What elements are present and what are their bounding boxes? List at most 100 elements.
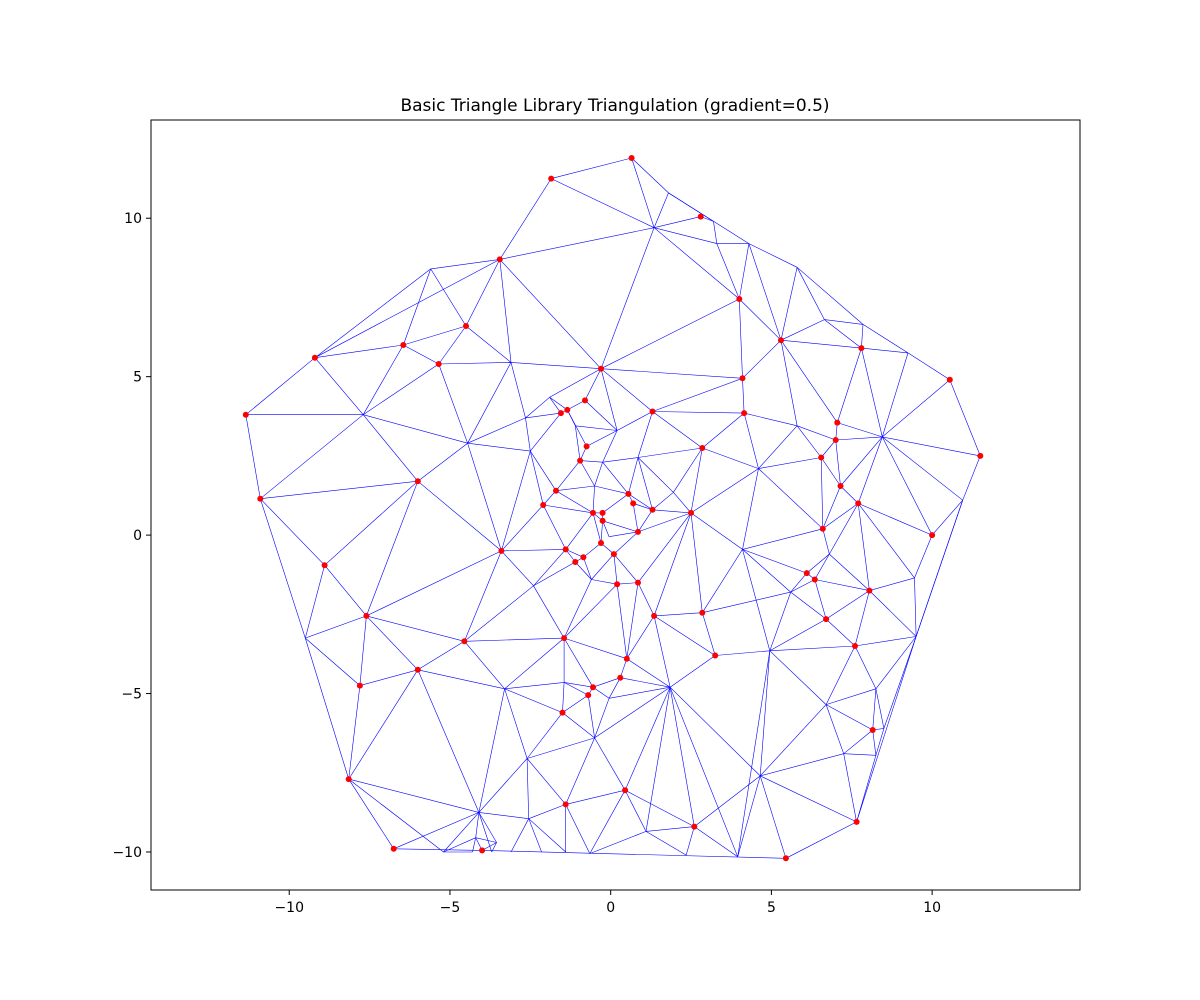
triangle-edge-162 bbox=[702, 447, 759, 469]
triangle-edge-323 bbox=[562, 694, 589, 713]
data-point-48 bbox=[572, 559, 579, 565]
triangle-edge-74 bbox=[359, 669, 418, 686]
triangle-edge-116 bbox=[602, 430, 618, 463]
triangle-edge-79 bbox=[348, 778, 479, 813]
data-point-54 bbox=[866, 587, 873, 594]
triangle-edge-146 bbox=[882, 436, 963, 501]
triangle-edge-93 bbox=[525, 397, 550, 419]
triangle-edge-217 bbox=[690, 512, 703, 613]
triangle-edge-209 bbox=[533, 561, 576, 587]
triangle-edge-52 bbox=[362, 414, 419, 482]
triangle-edge-36 bbox=[499, 259, 512, 363]
triangle-edge-221 bbox=[758, 468, 824, 530]
triangle-edge-82 bbox=[417, 669, 505, 690]
triangle-edge-110 bbox=[530, 412, 562, 452]
triangle-edge-58 bbox=[510, 362, 602, 369]
triangle-edge-204 bbox=[583, 557, 592, 580]
data-point-7 bbox=[778, 337, 784, 344]
triangle-edge-351 bbox=[475, 837, 497, 843]
triangle-edge-292 bbox=[694, 826, 738, 857]
triangle-edge-295 bbox=[645, 826, 695, 832]
data-point-66 bbox=[356, 682, 363, 689]
data-point-23 bbox=[832, 437, 839, 443]
triangle-edge-9 bbox=[482, 850, 786, 859]
triangle-edge-156 bbox=[840, 485, 859, 504]
data-point-8 bbox=[858, 345, 865, 352]
triangle-edge-256 bbox=[826, 688, 876, 705]
data-point-24 bbox=[977, 452, 984, 459]
triangle-edge-288 bbox=[669, 655, 716, 688]
triangle-edge-22 bbox=[551, 178, 655, 228]
triangle-edge-28 bbox=[713, 221, 718, 244]
triangle-edge-356 bbox=[478, 812, 492, 853]
data-point-36 bbox=[590, 509, 596, 516]
triangle-edge-89 bbox=[501, 504, 544, 552]
triangle-edge-222 bbox=[820, 457, 824, 529]
data-point-67 bbox=[590, 684, 596, 691]
triangle-edge-318 bbox=[587, 695, 595, 738]
triangle-edge-233 bbox=[829, 503, 859, 555]
data-point-74 bbox=[853, 818, 860, 825]
triangle-edge-280 bbox=[702, 549, 743, 613]
triangle-edge-165 bbox=[637, 457, 674, 493]
data-point-35 bbox=[649, 506, 656, 513]
data-point-50 bbox=[803, 570, 810, 577]
triangle-edge-124 bbox=[600, 368, 743, 379]
triangle-edge-218 bbox=[690, 512, 743, 550]
data-point-42 bbox=[929, 532, 936, 539]
triangle-edge-273 bbox=[759, 704, 827, 777]
triangle-edge-87 bbox=[501, 550, 534, 587]
chart-title: Basic Triangle Library Triangulation (gr… bbox=[400, 96, 829, 116]
triangle-edge-2 bbox=[314, 259, 500, 358]
data-point-19 bbox=[741, 410, 748, 417]
triangle-edge-55 bbox=[438, 363, 468, 444]
triangle-edge-189 bbox=[602, 520, 639, 533]
data-point-43 bbox=[598, 540, 604, 546]
triangle-edge-294 bbox=[694, 775, 761, 827]
data-point-46 bbox=[610, 551, 617, 558]
triangle-edge-339 bbox=[478, 812, 529, 819]
triangle-edge-330 bbox=[504, 688, 528, 759]
triangle-edge-210 bbox=[533, 585, 565, 639]
x-tick-label-2: 0 bbox=[606, 900, 615, 916]
triangle-edge-332 bbox=[527, 737, 595, 759]
triangle-edge-241 bbox=[829, 553, 870, 591]
triangle-edge-350 bbox=[443, 837, 476, 853]
triangle-edge-40 bbox=[403, 268, 431, 346]
triangle-edge-76 bbox=[366, 615, 465, 642]
triangle-edge-249 bbox=[825, 590, 870, 620]
data-point-52 bbox=[614, 581, 621, 588]
data-point-45 bbox=[562, 546, 569, 553]
data-point-53 bbox=[635, 579, 641, 586]
triangle-edge-308 bbox=[626, 658, 671, 688]
triangle-edge-186 bbox=[652, 509, 692, 514]
data-point-61 bbox=[852, 643, 858, 649]
triangle-edge-267 bbox=[856, 755, 877, 822]
triangle-edge-77 bbox=[366, 550, 502, 617]
data-point-51 bbox=[811, 576, 818, 583]
triangle-edge-281 bbox=[702, 612, 716, 656]
triangle-edge-56 bbox=[363, 414, 468, 444]
triangle-edge-63 bbox=[467, 443, 502, 551]
triangle-edge-266 bbox=[843, 753, 876, 756]
triangle-edge-159 bbox=[758, 425, 798, 469]
triangle-edge-65 bbox=[260, 498, 325, 566]
triangle-edge-10 bbox=[785, 821, 857, 859]
triangle-edge-207 bbox=[575, 561, 592, 580]
triangle-edge-101 bbox=[584, 400, 618, 431]
data-point-78 bbox=[782, 855, 789, 862]
triangle-edge-160 bbox=[743, 413, 759, 469]
triangle-edge-268 bbox=[843, 753, 857, 822]
triangle-edge-272 bbox=[737, 775, 761, 857]
triangle-edge-163 bbox=[673, 447, 703, 493]
triangle-edge-127 bbox=[748, 243, 782, 341]
triangle-edge-258 bbox=[883, 636, 917, 729]
triangle-edge-15 bbox=[907, 352, 950, 381]
triangle-edge-316 bbox=[592, 686, 610, 699]
triangle-edge-347 bbox=[443, 812, 480, 853]
data-point-57 bbox=[699, 609, 706, 616]
triangle-edge-61 bbox=[467, 417, 526, 444]
triangle-edge-254 bbox=[854, 645, 877, 689]
